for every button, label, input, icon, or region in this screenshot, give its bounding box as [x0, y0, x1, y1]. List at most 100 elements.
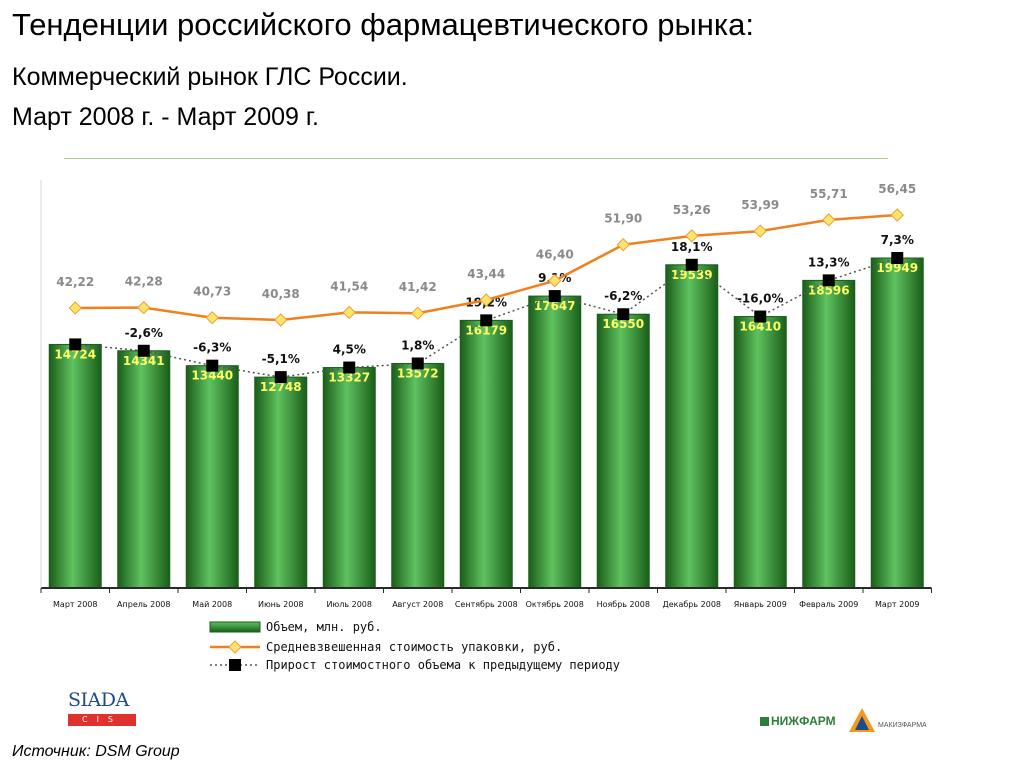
price-label: 51,90 [604, 212, 642, 226]
category-label: Декабрь 2008 [662, 600, 721, 609]
price-label: 41,42 [399, 280, 437, 294]
volume-bars: 14724 14341 13440 12748 13327 13572 16179 17647… [48, 257, 924, 589]
category-label: Апрель 2008 [117, 600, 170, 609]
volume-bar [802, 279, 856, 589]
growth-marker [411, 357, 424, 370]
growth-label: 7,3% [881, 233, 914, 247]
volume-label: 13440 [191, 369, 233, 383]
volume-label: 19539 [671, 268, 713, 282]
price-label: 43,44 [467, 267, 505, 281]
growth-label: -2,6% [125, 326, 163, 340]
nizhpharm-logo-name: НИЖФАРМ [771, 714, 836, 728]
category-label: Ноябрь 2008 [597, 600, 650, 609]
category-label: Июль 2008 [327, 600, 372, 609]
price-label: 55,71 [810, 187, 848, 201]
volume-bar [48, 343, 102, 589]
volume-bar [117, 350, 171, 589]
volume-label: 16550 [602, 317, 644, 331]
slide-title: Тенденции российского фармацевтического … [12, 7, 755, 42]
growth-label: -16,0% [737, 292, 784, 306]
price-label: 42,28 [125, 275, 163, 289]
price-label: 46,40 [536, 248, 574, 262]
category-label: Март 2008 [53, 600, 97, 609]
legend-label-growth: Прирост стоимостного объема к предыдущем… [266, 658, 620, 672]
growth-marker [891, 252, 904, 264]
category-label: Июнь 2008 [258, 600, 304, 609]
growth-marker [548, 290, 561, 303]
growth-label: 4,5% [333, 343, 366, 357]
price-label: 41,54 [330, 279, 368, 293]
volume-label: 13572 [397, 366, 439, 380]
legend-marker-price [228, 640, 242, 654]
price-marker [205, 311, 219, 325]
nizhpharm-logo: НИЖФАРМ [760, 714, 836, 728]
price-label: 56,45 [878, 182, 916, 196]
nizhpharm-mark-icon [760, 717, 769, 726]
volume-label: 14724 [54, 347, 96, 361]
growth-marker [343, 361, 356, 374]
growth-marker [822, 274, 835, 287]
volume-label: 18596 [808, 283, 850, 297]
volume-label: 19949 [876, 261, 918, 275]
volume-bar [870, 257, 924, 589]
siada-logo-name: SIADA [68, 689, 129, 711]
growth-label: 18,1% [671, 240, 713, 254]
volume-bar [459, 319, 513, 589]
x-axis: Март 2008 Апрель 2008 Май 2008 Июнь 2008 Июл… [40, 180, 932, 609]
category-label: Сентябрь 2008 [455, 600, 518, 609]
price-marker [137, 300, 151, 315]
volume-label: 17647 [534, 299, 576, 313]
volume-label: 12748 [260, 380, 302, 394]
slide-period: Март 2008 г. - Март 2009 г. [12, 103, 319, 131]
volume-bar [185, 365, 239, 589]
price-series: 42,22 42,28 40,73 40,38 41,54 41,42 43,44 46,40… [56, 182, 916, 327]
price-marker [616, 238, 630, 252]
price-marker [753, 224, 767, 238]
volume-label: 16179 [465, 323, 507, 337]
volume-bar [596, 313, 650, 589]
price-marker [685, 229, 699, 243]
growth-label: -6,2% [604, 289, 642, 303]
growth-series: -2,6%-6,3%-5,1%4,5%1,8%19,2%9,1%-6,2%18,… [69, 233, 914, 384]
price-marker [342, 305, 356, 320]
price-marker [68, 301, 82, 315]
legend-marker-growth [229, 659, 241, 671]
price-marker [822, 213, 836, 227]
growth-label: 13,3% [808, 255, 850, 269]
price-marker [411, 306, 425, 320]
slide-subtitle: Коммерческий рынок ГЛС России. [12, 63, 408, 91]
volume-bar [733, 316, 787, 589]
growth-marker [685, 258, 698, 271]
price-marker [548, 273, 562, 288]
volume-label: 16410 [739, 320, 781, 334]
growth-label: -6,3% [193, 341, 231, 355]
category-label: Февраль 2009 [799, 600, 858, 609]
price-label: 53,26 [673, 203, 711, 217]
category-label: Август 2008 [392, 600, 443, 609]
chart-legend: Объем, млн. руб. Средневзвешенная стоимос… [209, 620, 620, 672]
price-label: 40,38 [262, 287, 300, 301]
volume-label: 13327 [328, 371, 370, 385]
makiz-logo-name: МАКИЗ [878, 722, 902, 729]
legend-label-volume: Объем, млн. руб. [266, 620, 382, 634]
price-label: 53,99 [741, 198, 779, 212]
price-marker [890, 208, 904, 222]
category-label: Октябрь 2008 [526, 600, 584, 609]
growth-marker [617, 308, 630, 321]
category-label: Май 2008 [192, 600, 232, 609]
growth-marker [274, 371, 287, 384]
price-marker [274, 313, 288, 327]
makiz-logo-sub: ФАРМА [901, 722, 927, 729]
makiz-triangle-icon [849, 708, 875, 732]
growth-marker [69, 338, 82, 351]
volume-bar [665, 264, 719, 589]
price-label: 42,22 [56, 275, 94, 289]
growth-label: -5,1% [262, 352, 300, 366]
volume-label: 14341 [123, 354, 165, 368]
legend-swatch-volume [209, 621, 261, 633]
makiz-logo: МАКИЗФАРМА [848, 706, 927, 739]
growth-marker [206, 359, 219, 372]
volume-bar [391, 362, 445, 589]
price-label: 40,73 [193, 285, 231, 299]
